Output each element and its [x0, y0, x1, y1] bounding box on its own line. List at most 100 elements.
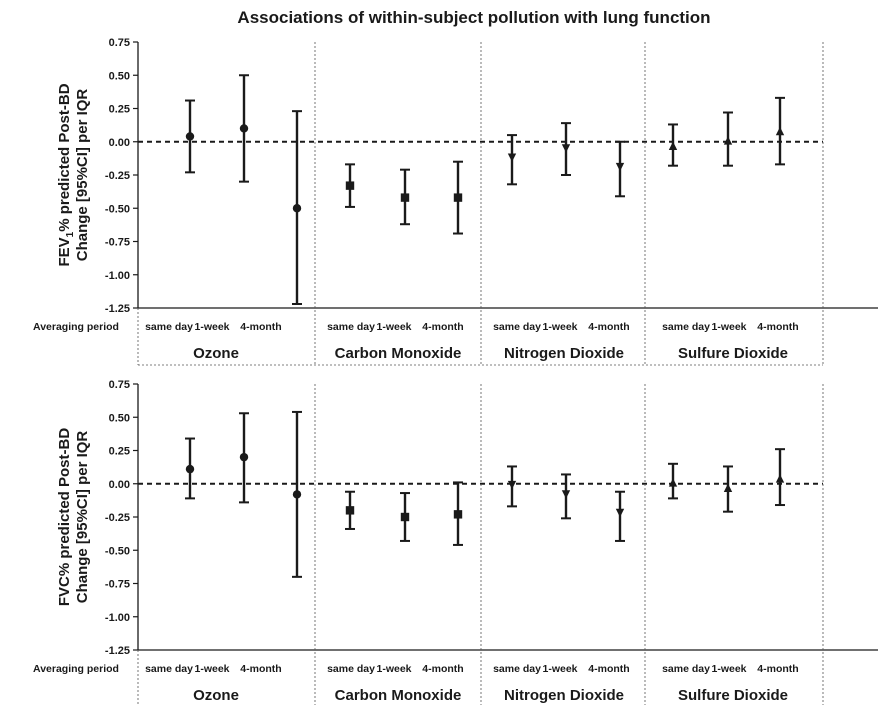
y-tick-label: 0.00 [109, 479, 130, 491]
error-bar [292, 410, 302, 578]
period-label: 1-week [376, 321, 411, 333]
point-estimate [453, 510, 463, 519]
error-bar [668, 123, 678, 167]
y-tick-label: 0.75 [109, 379, 130, 391]
panel-1: 0.75 0.50 0.25 0.00 -0.25 -0.50 -0.75 -1.00 -1.2… [33, 37, 878, 366]
y-tick-label: 0.25 [109, 104, 130, 116]
error-bar [775, 448, 785, 507]
point-estimate [453, 193, 463, 202]
point-estimate [507, 153, 517, 162]
point-estimate [615, 162, 625, 172]
point-estimate [561, 144, 571, 153]
period-label: same day [493, 321, 541, 333]
error-bar [453, 481, 463, 546]
point-estimate [292, 204, 302, 213]
period-label: 4-month [240, 321, 281, 333]
period-label: 4-month [240, 663, 281, 675]
error-bar [668, 462, 678, 500]
error-bar [345, 163, 355, 208]
chart-panels: 0.75 0.50 0.25 0.00 -0.25 -0.50 -0.75 -1.00 -1.2… [33, 37, 878, 705]
period-label: 4-month [757, 663, 798, 675]
y-tick-label: -0.75 [105, 579, 130, 591]
period-label: same day [662, 663, 710, 675]
period-label: same day [327, 321, 375, 333]
error-bar [561, 473, 571, 520]
y-axis-title-line-1: FVC% predicted Post-BD [56, 428, 73, 607]
point-estimate [775, 474, 785, 483]
y-tick-label: 0.00 [109, 137, 130, 149]
point-estimate [185, 132, 195, 141]
period-label: 4-month [422, 321, 463, 333]
period-label: 4-month [757, 321, 798, 333]
error-bar [723, 111, 733, 167]
y-tick-label: -1.00 [105, 612, 130, 624]
y-tick-label: 0.50 [109, 412, 130, 424]
period-label: same day [493, 663, 541, 675]
y-tick-label: -0.25 [105, 512, 130, 524]
error-bar [615, 140, 625, 198]
point-estimate [292, 490, 302, 499]
error-bar [507, 134, 517, 186]
point-estimate [723, 136, 733, 145]
point-estimate [185, 464, 195, 474]
pollutant-label: Nitrogen Dioxide [504, 345, 624, 362]
pollutant-label: Ozone [193, 345, 239, 362]
y-tick-label: -0.50 [105, 203, 130, 215]
pollutant-label: Carbon Monoxide [335, 345, 462, 362]
period-label: 1-week [194, 321, 229, 333]
period-label: 1-week [376, 663, 411, 675]
error-bar [400, 492, 410, 542]
error-bar [292, 110, 302, 306]
period-label: same day [327, 663, 375, 675]
period-label: same day [145, 663, 193, 675]
point-estimate [345, 506, 355, 515]
error-bar [775, 96, 785, 166]
error-bar [239, 412, 249, 504]
period-label: 1-week [542, 321, 577, 333]
pollutant-label: Nitrogen Dioxide [504, 687, 624, 704]
averaging-period-label: Averaging period [33, 321, 119, 333]
y-tick-label: -1.25 [105, 303, 130, 315]
pollutant-label: Carbon Monoxide [335, 687, 462, 704]
pollutant-label: Sulfure Dioxide [678, 687, 788, 704]
y-tick-label: 0.75 [109, 37, 130, 49]
error-bar [345, 490, 355, 530]
y-axis-title-line-2: Change [95%CI] per IQR [74, 89, 91, 262]
error-bar [239, 74, 249, 183]
y-tick-label: -1.25 [105, 645, 130, 657]
y-tick-label: -0.25 [105, 170, 130, 182]
y-tick-label: -0.50 [105, 545, 130, 557]
point-estimate [723, 483, 733, 492]
error-bar [561, 122, 571, 176]
y-tick-label: 0.25 [109, 446, 130, 458]
error-bar [185, 99, 195, 174]
point-estimate [239, 124, 249, 133]
point-estimate [239, 452, 249, 462]
error-bar [615, 490, 625, 542]
period-label: 4-month [588, 321, 629, 333]
error-bar [453, 160, 463, 235]
chart-title: Associations of within-subject pollution… [237, 8, 710, 27]
period-label: 1-week [711, 663, 746, 675]
y-tick-label: 0.50 [109, 70, 130, 82]
point-estimate [615, 508, 625, 518]
point-estimate [775, 126, 785, 136]
point-estimate [668, 478, 678, 487]
period-label: same day [662, 321, 710, 333]
point-estimate [345, 181, 355, 190]
y-tick-label: -1.00 [105, 270, 130, 282]
pollutant-label: Sulfure Dioxide [678, 345, 788, 362]
error-bar [507, 465, 517, 508]
period-label: 1-week [194, 663, 229, 675]
y-axis-title-line-2: Change [95%CI] per IQR [74, 431, 91, 604]
period-label: 1-week [711, 321, 746, 333]
y-tick-label: -0.75 [105, 237, 130, 249]
error-bar [185, 437, 195, 500]
error-bar [400, 168, 410, 226]
pollutant-label: Ozone [193, 687, 239, 704]
period-label: 1-week [542, 663, 577, 675]
point-estimate [400, 512, 410, 522]
error-bar [723, 465, 733, 513]
panel-2: 0.75 0.50 0.25 0.00 -0.25 -0.50 -0.75 -1.00 -1.2… [33, 379, 878, 705]
point-estimate [561, 490, 571, 499]
